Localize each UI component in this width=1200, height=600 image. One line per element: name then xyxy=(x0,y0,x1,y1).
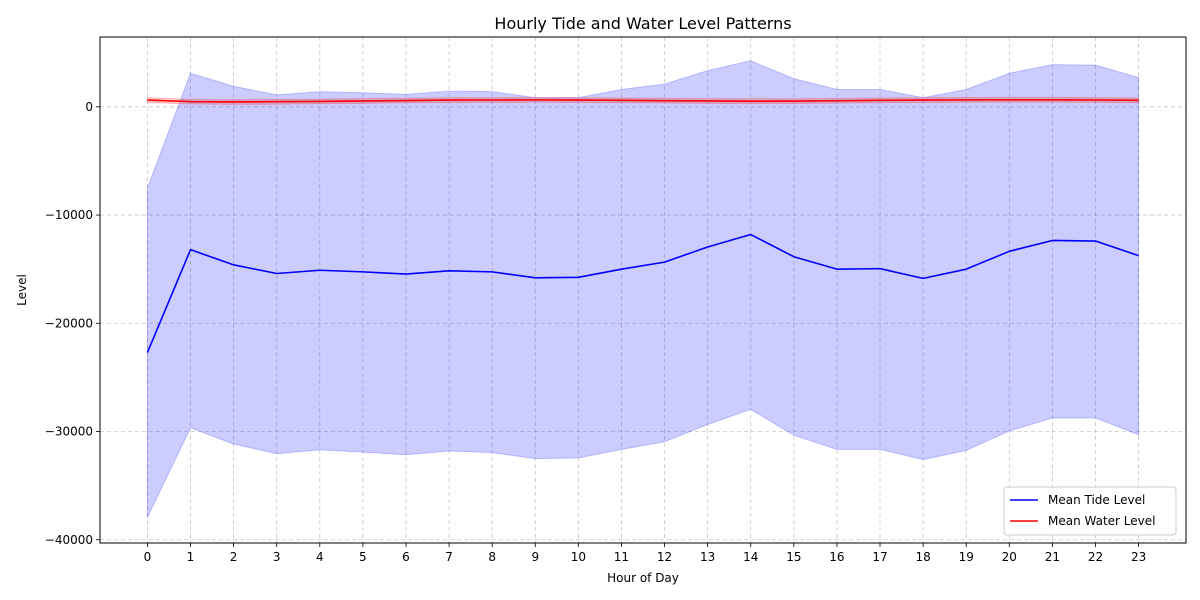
series-lines xyxy=(146,98,1139,353)
x-tick-label: 17 xyxy=(872,550,887,564)
y-axis-ticks: −40000 −30000 −20000 −10000 0 xyxy=(45,100,100,547)
x-tick-label: 4 xyxy=(316,550,324,564)
x-tick-label: 8 xyxy=(488,550,496,564)
x-tick-label: 20 xyxy=(1002,550,1017,564)
x-tick-label: 13 xyxy=(700,550,715,564)
chart-title: Hourly Tide and Water Level Patterns xyxy=(494,14,791,33)
x-tick-label: 18 xyxy=(915,550,930,564)
legend-box xyxy=(1003,486,1177,536)
legend-label-water: Mean Water Level xyxy=(1048,514,1155,528)
x-tick-label: 23 xyxy=(1131,550,1146,564)
x-tick-label: 5 xyxy=(359,550,367,564)
y-tick-label: 0 xyxy=(85,100,93,114)
x-tick-label: 7 xyxy=(445,550,453,564)
x-tick-label: 11 xyxy=(614,550,629,564)
x-tick-label: 3 xyxy=(273,550,281,564)
x-axis-ticks: 0 1 2 3 4 5 6 7 8 9 10 11 12 13 14 15 16 17 18 19 20 21 22 23 xyxy=(144,543,1146,564)
y-tick-label: −10000 xyxy=(45,208,93,222)
y-tick-label: −30000 xyxy=(45,425,93,439)
grid xyxy=(100,37,1186,543)
x-tick-label: 1 xyxy=(187,550,195,564)
plot-frame xyxy=(99,36,1187,544)
x-axis-label: Hour of Day xyxy=(607,571,679,585)
y-tick-label: −20000 xyxy=(45,316,93,330)
y-axis-label: Level xyxy=(15,274,29,306)
y-tick-label: −40000 xyxy=(45,533,93,547)
x-tick-label: 12 xyxy=(657,550,672,564)
x-tick-label: 16 xyxy=(829,550,844,564)
series-line-mean-tide-level xyxy=(146,233,1139,353)
x-tick-label: 6 xyxy=(402,550,410,564)
legend-label-tide: Mean Tide Level xyxy=(1048,493,1145,507)
x-tick-label: 14 xyxy=(743,550,758,564)
x-tick-label: 21 xyxy=(1045,550,1060,564)
series-line-mean-water-level xyxy=(147,98,1139,103)
x-tick-label: 10 xyxy=(571,550,586,564)
x-tick-label: 9 xyxy=(531,550,539,564)
legend: Mean Tide Level Mean Water Level xyxy=(1003,486,1177,536)
x-tick-label: 15 xyxy=(786,550,801,564)
x-tick-label: 2 xyxy=(230,550,238,564)
x-tick-label: 22 xyxy=(1088,550,1103,564)
x-tick-label: 19 xyxy=(959,550,974,564)
band-tide xyxy=(146,60,1140,518)
x-tick-label: 0 xyxy=(144,550,152,564)
